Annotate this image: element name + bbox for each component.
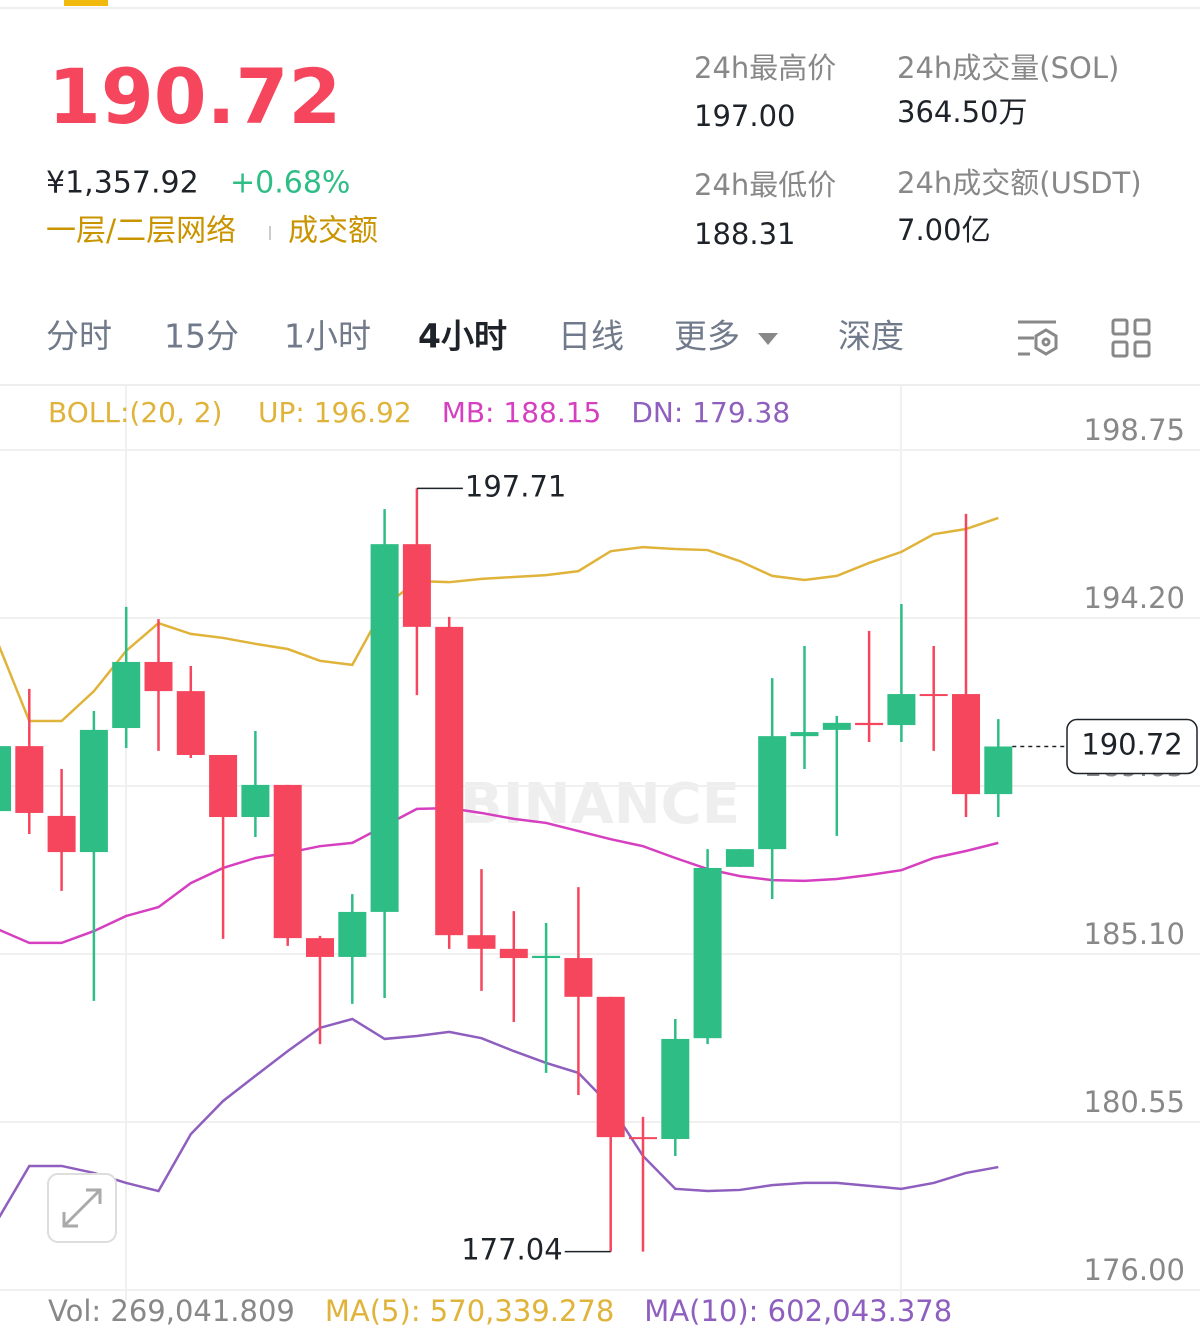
overlay: 197.71 177.04 190.72 <box>416 469 1198 1267</box>
candle-body <box>370 544 399 912</box>
candle-body <box>532 955 561 959</box>
candle-body <box>758 736 787 850</box>
candle-body <box>887 694 916 726</box>
indicator-line <box>0 806 999 945</box>
candle-body <box>15 746 44 813</box>
tab[interactable]: 更多 <box>674 317 740 356</box>
candle-body <box>725 849 754 867</box>
price-tag-label: 190.72 <box>1081 727 1182 761</box>
candle-body <box>564 958 593 997</box>
candle-body <box>984 746 1013 795</box>
stat-label: 24h最高价 <box>694 51 836 85</box>
y-tick-label: 176.00 <box>1084 1253 1185 1287</box>
volume-label: MA(5): 570,339.278 <box>325 1294 614 1328</box>
price-change: +0.68% <box>230 166 350 201</box>
stat-label: 24h成交量(SOL) <box>897 51 1119 85</box>
last-price: 190.72 <box>48 52 341 141</box>
candle-body <box>79 729 108 853</box>
candle-body <box>596 996 625 1138</box>
volume-label: Vol: 269,041.809 <box>48 1294 295 1328</box>
watermark: BINANCE <box>460 772 740 837</box>
indicator-lines <box>0 516 999 1219</box>
low-marker-label: 177.04 <box>461 1233 562 1267</box>
cny-price: ¥1,357.92 <box>46 166 199 201</box>
candle-body <box>306 938 334 957</box>
stat-value: 188.31 <box>694 217 795 251</box>
tab[interactable]: 1小时 <box>284 317 371 356</box>
high-marker-label: 197.71 <box>465 469 566 503</box>
tab[interactable]: 分时 <box>46 317 112 356</box>
candle-body <box>467 935 496 949</box>
top-indicator <box>64 0 108 6</box>
candle-body <box>176 691 205 755</box>
candles <box>0 488 1013 1252</box>
candle-body <box>241 784 270 818</box>
legend-entry: UP: 196.92 <box>258 396 412 429</box>
legend: UP: 196.92 MB: 188.15 DN: 179.38 <box>258 396 790 429</box>
price-tag <box>1066 718 1198 775</box>
tag[interactable]: 一层/二层网络 <box>46 214 236 249</box>
candle-body <box>499 948 528 959</box>
tab[interactable]: 深度 <box>838 317 904 356</box>
legend-entry: MB: 188.15 <box>442 396 602 429</box>
candle-body <box>402 544 431 627</box>
tab-bar: 分时 15分 1小时 4小时 日线 更多 深度 <box>46 317 904 356</box>
y-tick-label: 180.55 <box>1084 1085 1185 1119</box>
indicator-line <box>0 516 999 723</box>
stat-value: 197.00 <box>694 99 795 133</box>
candle-body <box>790 732 819 737</box>
expand-button[interactable] <box>47 1173 117 1243</box>
stat-label: 24h成交额(USDT) <box>897 166 1142 200</box>
dropdown-arrow[interactable] <box>758 333 778 345</box>
stat-label: 24h最低价 <box>694 168 836 202</box>
settings-icon[interactable] <box>1018 320 1058 356</box>
candle-body <box>855 722 884 726</box>
tab[interactable]: 15分 <box>164 317 239 356</box>
tab[interactable]: 4小时 <box>418 317 507 356</box>
candle-body <box>144 661 173 692</box>
candle-body <box>435 626 464 936</box>
indicator-label: BOLL:(20, 2) <box>48 396 222 429</box>
layout-icon[interactable] <box>1111 318 1151 358</box>
volume-label: MA(10): 602,043.378 <box>644 1294 952 1328</box>
candle-body <box>0 746 11 812</box>
tag[interactable]: 成交额 <box>288 214 378 249</box>
legend-entry: DN: 179.38 <box>631 396 790 429</box>
candle-body <box>112 661 141 729</box>
candle-body <box>47 815 76 853</box>
candle-body <box>273 784 302 939</box>
y-tick-label: 198.75 <box>1084 413 1185 447</box>
tab[interactable]: 日线 <box>558 317 624 356</box>
candle-body <box>693 867 722 1039</box>
candle-body <box>209 754 238 818</box>
volume-footer: Vol: 269,041.809 MA(5): 570,339.278 MA(10)… <box>48 1294 952 1328</box>
y-tick-label: 194.20 <box>1084 581 1185 615</box>
candle-body <box>629 1137 657 1140</box>
candle-body <box>822 722 851 730</box>
stat-value: 7.00亿 <box>897 213 991 247</box>
y-tick-label: 185.10 <box>1084 917 1185 951</box>
candle-body <box>919 694 948 697</box>
candle-body <box>338 911 367 957</box>
candle-body <box>952 694 980 795</box>
stat-value: 364.50万 <box>897 95 1027 129</box>
indicator-line <box>0 1017 999 1219</box>
candle-body <box>661 1038 690 1139</box>
